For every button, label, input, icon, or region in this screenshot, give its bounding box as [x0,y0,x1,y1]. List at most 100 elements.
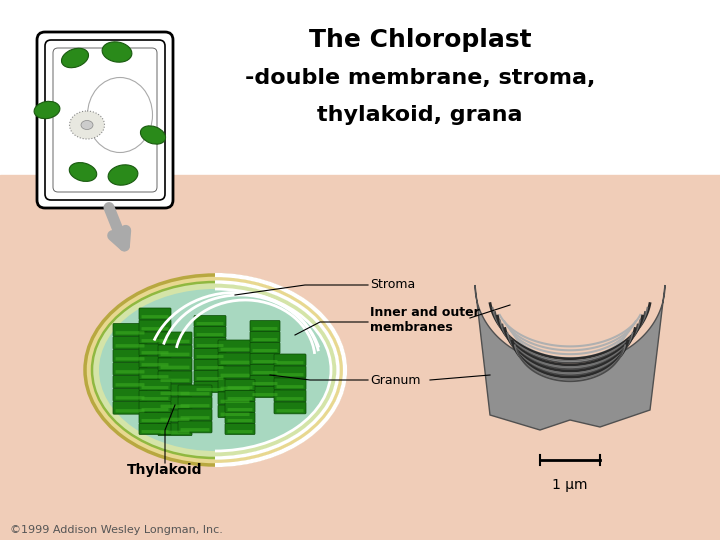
Text: Inner and outer
membranes: Inner and outer membranes [370,306,480,334]
FancyBboxPatch shape [250,354,280,364]
FancyBboxPatch shape [181,392,210,395]
FancyBboxPatch shape [139,413,171,423]
Text: ©1999 Addison Wesley Longman, Inc.: ©1999 Addison Wesley Longman, Inc. [10,525,223,535]
FancyBboxPatch shape [115,383,145,387]
FancyBboxPatch shape [142,386,168,389]
FancyBboxPatch shape [225,402,255,413]
FancyBboxPatch shape [218,366,252,379]
Text: -double membrane, stroma,: -double membrane, stroma, [245,68,595,88]
FancyBboxPatch shape [197,366,223,369]
FancyBboxPatch shape [139,368,171,380]
FancyBboxPatch shape [274,390,306,402]
FancyBboxPatch shape [253,360,277,363]
FancyBboxPatch shape [142,363,168,366]
FancyBboxPatch shape [161,340,189,343]
FancyBboxPatch shape [197,333,223,336]
FancyBboxPatch shape [158,397,192,410]
FancyBboxPatch shape [142,408,168,411]
FancyBboxPatch shape [250,375,280,387]
FancyBboxPatch shape [161,404,189,408]
FancyBboxPatch shape [142,315,168,318]
FancyBboxPatch shape [274,378,306,390]
FancyBboxPatch shape [276,361,304,365]
FancyBboxPatch shape [142,397,168,400]
FancyBboxPatch shape [139,332,171,344]
FancyBboxPatch shape [197,355,223,358]
FancyBboxPatch shape [181,416,210,419]
FancyBboxPatch shape [253,327,277,330]
FancyBboxPatch shape [37,32,173,208]
FancyBboxPatch shape [45,40,165,200]
FancyBboxPatch shape [250,364,280,375]
Text: Thylakoid: Thylakoid [127,463,203,477]
FancyBboxPatch shape [220,348,250,351]
FancyBboxPatch shape [228,419,253,422]
FancyBboxPatch shape [178,409,212,421]
Polygon shape [475,285,665,430]
FancyBboxPatch shape [178,397,212,409]
Ellipse shape [102,42,132,62]
FancyBboxPatch shape [197,344,223,347]
FancyBboxPatch shape [142,430,168,433]
Ellipse shape [69,163,96,181]
FancyBboxPatch shape [139,423,171,435]
FancyBboxPatch shape [178,385,212,397]
FancyBboxPatch shape [228,430,253,433]
FancyBboxPatch shape [113,336,147,349]
FancyBboxPatch shape [158,384,192,397]
FancyBboxPatch shape [220,400,250,403]
FancyBboxPatch shape [194,338,226,348]
FancyBboxPatch shape [139,380,171,390]
Text: thylakoid, grana: thylakoid, grana [318,105,523,125]
Text: Granum: Granum [370,374,420,387]
FancyBboxPatch shape [161,379,189,382]
Ellipse shape [88,78,153,152]
FancyBboxPatch shape [139,356,171,368]
FancyBboxPatch shape [276,409,304,412]
FancyBboxPatch shape [115,357,145,361]
FancyBboxPatch shape [276,397,304,400]
FancyBboxPatch shape [161,417,189,421]
FancyBboxPatch shape [253,371,277,374]
FancyBboxPatch shape [139,308,171,320]
FancyBboxPatch shape [197,377,223,380]
FancyBboxPatch shape [113,375,147,388]
FancyBboxPatch shape [115,396,145,400]
FancyBboxPatch shape [161,353,189,356]
Ellipse shape [92,282,338,458]
FancyBboxPatch shape [274,366,306,378]
FancyBboxPatch shape [194,360,226,370]
Ellipse shape [108,165,138,185]
FancyBboxPatch shape [158,410,192,423]
FancyBboxPatch shape [250,332,280,342]
FancyBboxPatch shape [225,413,255,423]
FancyBboxPatch shape [158,332,192,345]
FancyBboxPatch shape [218,340,252,353]
FancyBboxPatch shape [178,421,212,433]
FancyBboxPatch shape [250,342,280,354]
FancyBboxPatch shape [225,390,255,402]
FancyBboxPatch shape [115,331,145,334]
FancyBboxPatch shape [218,392,252,404]
FancyBboxPatch shape [113,323,147,336]
Text: Stroma: Stroma [370,279,415,292]
FancyBboxPatch shape [218,353,252,366]
FancyBboxPatch shape [220,361,250,364]
FancyBboxPatch shape [218,405,252,417]
FancyBboxPatch shape [181,404,210,407]
FancyBboxPatch shape [253,338,277,341]
FancyBboxPatch shape [250,321,280,332]
FancyBboxPatch shape [115,344,145,348]
FancyBboxPatch shape [161,392,189,395]
FancyBboxPatch shape [253,382,277,385]
Bar [0,175,720,540]
FancyBboxPatch shape [253,393,277,396]
FancyBboxPatch shape [158,345,192,357]
FancyBboxPatch shape [218,379,252,392]
FancyBboxPatch shape [113,362,147,375]
FancyBboxPatch shape [139,320,171,332]
FancyBboxPatch shape [225,423,255,435]
FancyBboxPatch shape [161,366,189,369]
FancyBboxPatch shape [139,390,171,402]
FancyBboxPatch shape [181,428,210,431]
